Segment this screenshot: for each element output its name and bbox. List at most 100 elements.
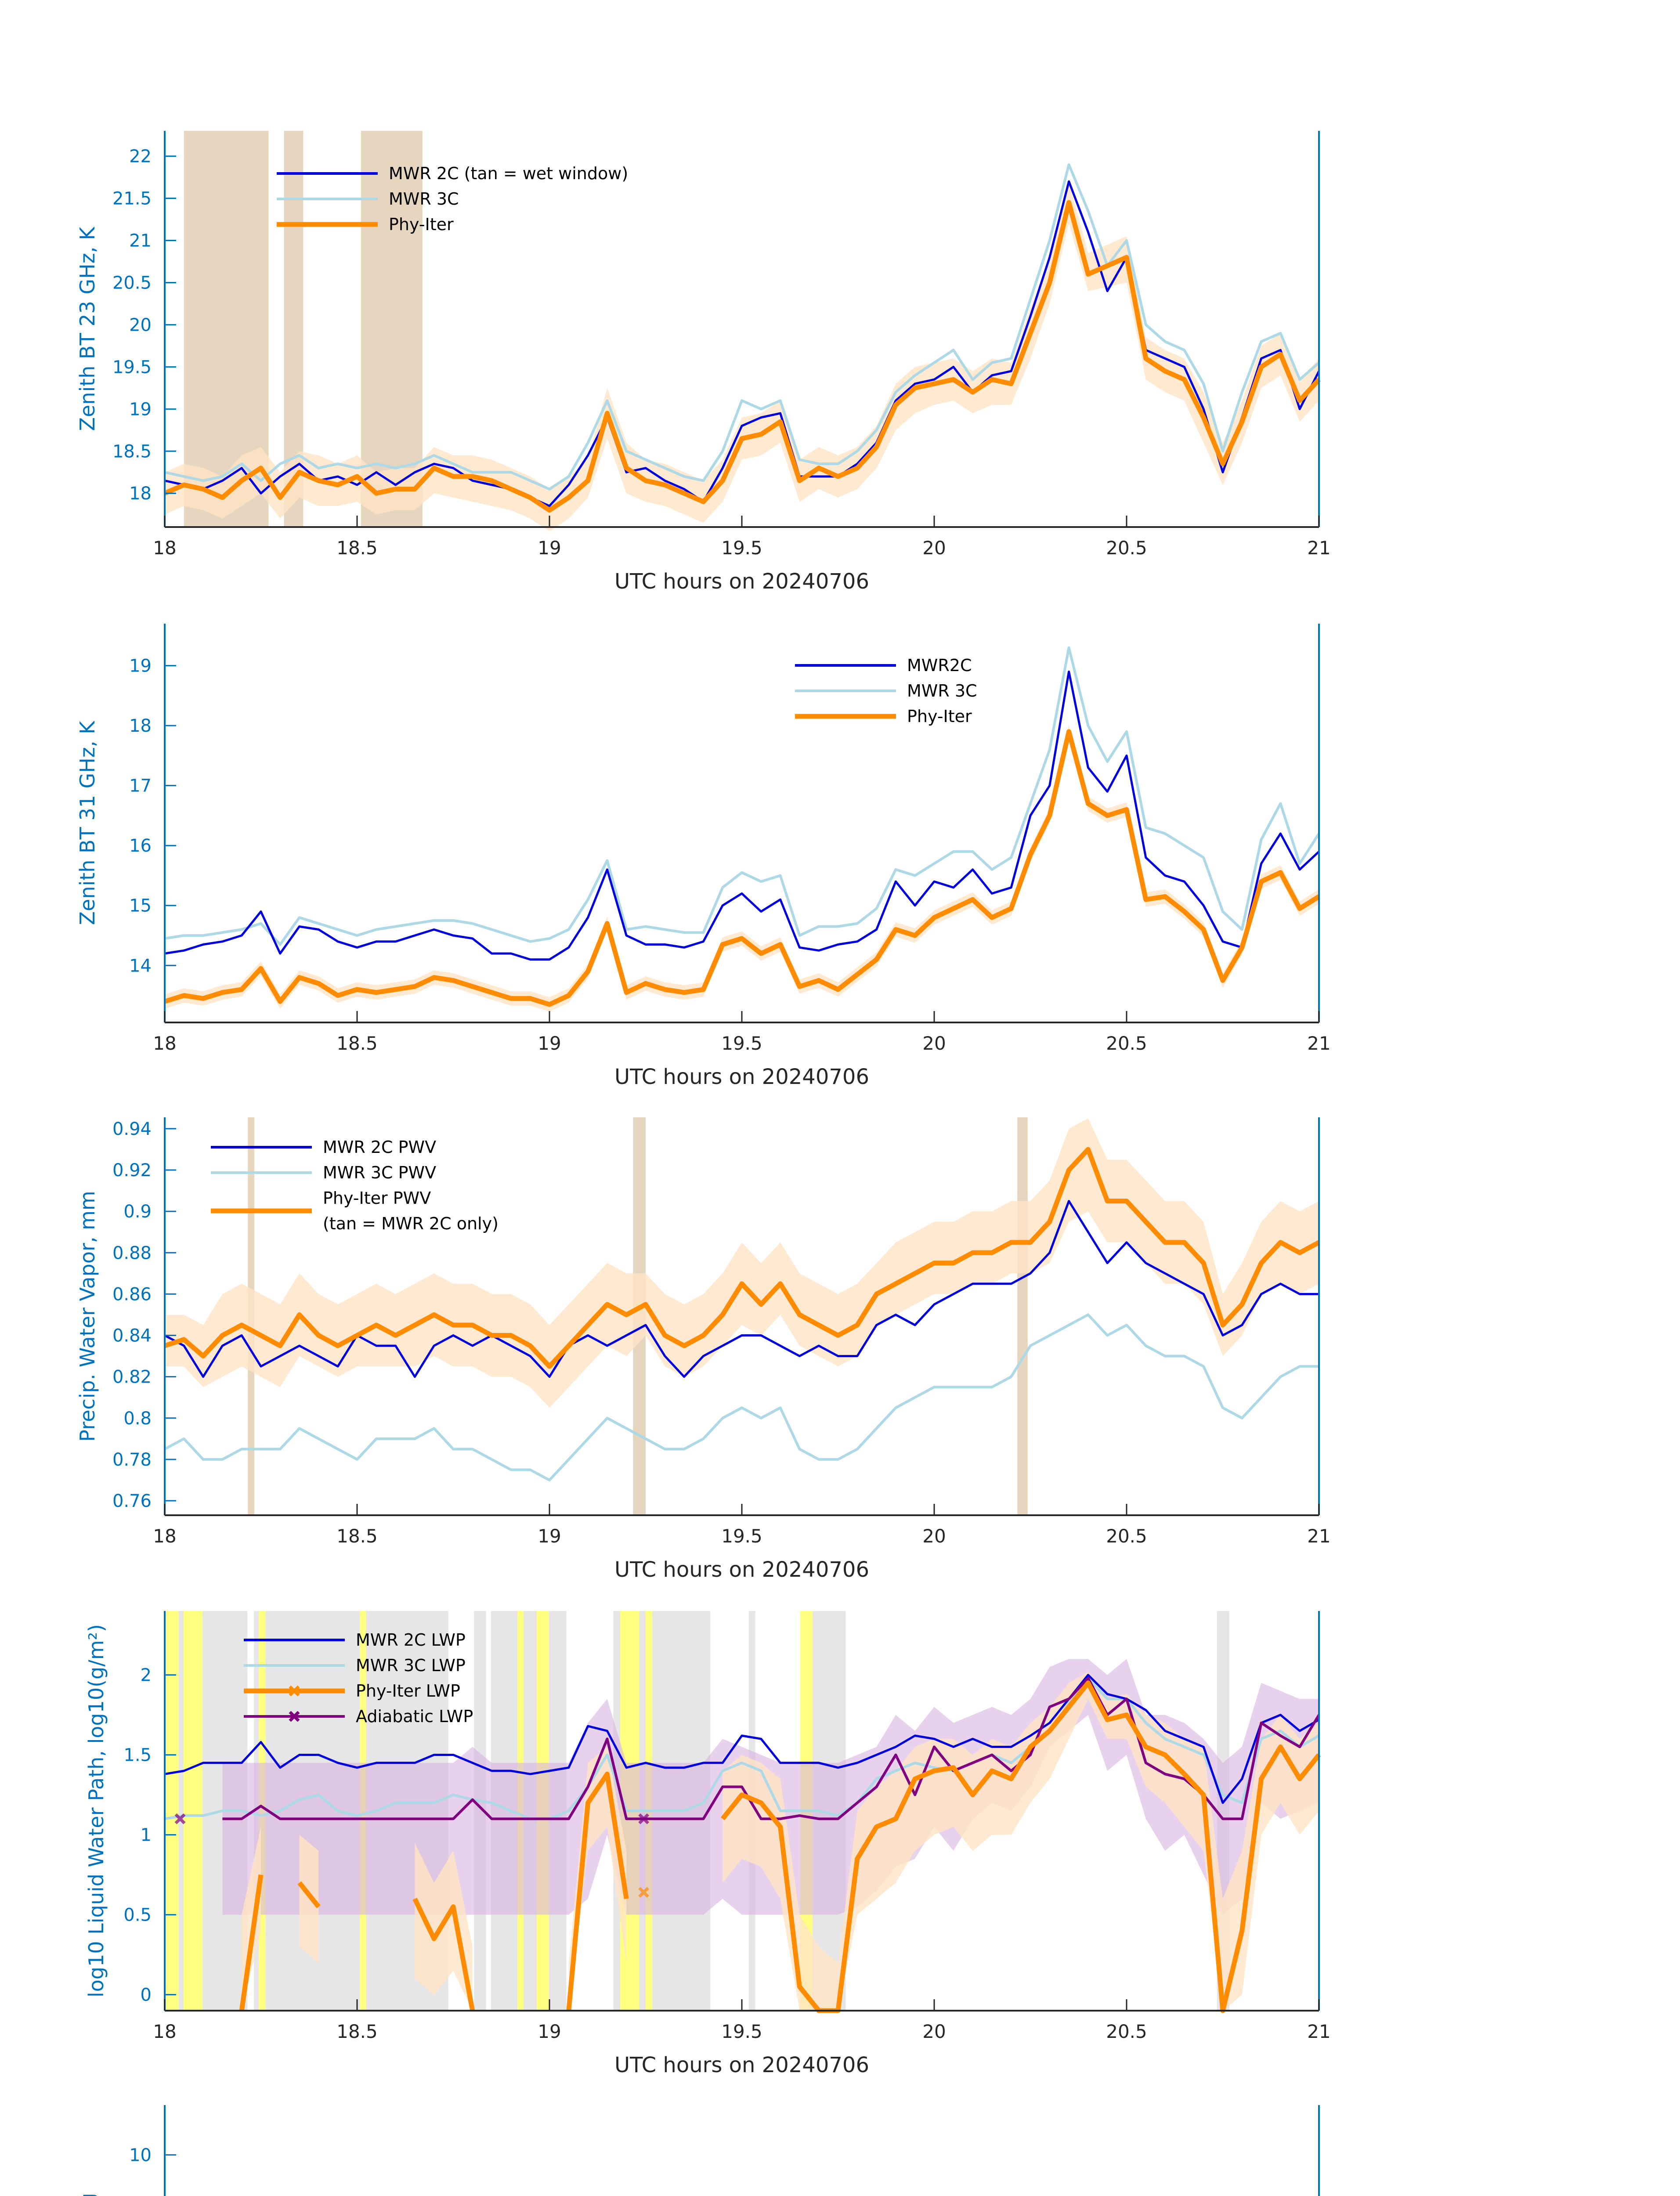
y-tick-label: 19: [129, 656, 152, 676]
x-tick-label: 19: [538, 1525, 561, 1547]
y-tick-label: 0: [141, 1985, 152, 2005]
legend-label: MWR 3C: [389, 189, 459, 209]
x-tick-label: 20.5: [1106, 537, 1147, 559]
x-tick-label: 18.5: [336, 1525, 378, 1547]
x-tick-label: 21: [1307, 537, 1330, 559]
phy-iter-uncertainty-band: [165, 724, 1319, 1012]
x-tick-label: 19: [538, 537, 561, 559]
x-tick-label: 19.5: [721, 1525, 762, 1547]
x-tick-label: 18: [153, 537, 176, 559]
series-line-mwr-3c: [164, 646, 1320, 946]
legend-label: (tan = MWR 2C only): [323, 1214, 499, 1233]
y-axis-label: Zenith BT 31 GHz, K: [76, 720, 99, 925]
y-tick-label: 15: [129, 896, 152, 916]
y-tick-label: 16: [129, 836, 152, 856]
legend-label: MWR2C: [907, 656, 972, 675]
legend: MWR 2C (tan = wet window) MWR 3C Phy-Iter: [277, 164, 628, 234]
x-tick-label: 18.5: [336, 537, 378, 559]
panel-bt31: 18 18.5 19 19.5 20 20.5 21 14 15 16 17 18 19 UTC hour…: [76, 624, 1331, 1089]
x-tick-label: 18: [153, 1033, 176, 1054]
y-tick-label: 0.9: [123, 1202, 152, 1222]
legend-label: Phy-Iter: [907, 707, 972, 726]
y-axis-label: MWR Phy Iter DQ Flag: [76, 2193, 99, 2196]
legend: MWR2C MWR 3C Phy-Iter: [795, 656, 977, 726]
legend-label: Phy-Iter PWV: [323, 1188, 431, 1208]
gray-shaded-region: [178, 1611, 184, 2011]
y-tick-label: 19.5: [112, 357, 152, 377]
legend-label: Adiabatic LWP: [356, 1707, 473, 1726]
x-marker-phy-iter-lwp: [638, 1887, 650, 1898]
legend: MWR 2C PWV MWR 3C PWV Phy-Iter PWV (tan = M…: [211, 1138, 499, 1233]
x-tick-label: 20.5: [1106, 2021, 1147, 2042]
legend-label: MWR 3C LWP: [356, 1656, 466, 1675]
x-axis-label: UTC hours on 20240706: [614, 1065, 869, 1089]
x-axis-label: UTC hours on 20240706: [614, 569, 869, 594]
series-line-phy-iter-pwv: [164, 1147, 1320, 1369]
y-axis-label: log10 Liquid Water Path, log10(g/m²): [84, 1624, 108, 1997]
legend-x-marker: [289, 1685, 300, 1697]
y-axis-label: Zenith BT 23 GHz, K: [76, 226, 99, 431]
legend: MWR 2C LWP MWR 3C LWP Phy-Iter LWP Adiabati…: [244, 1630, 473, 1726]
legend-label: MWR 2C LWP: [356, 1630, 466, 1650]
legend-label: Phy-Iter: [389, 215, 454, 234]
x-marker-adiabatic-lwp: [638, 1813, 650, 1824]
panel-bt23: 18 18.5 19 19.5 20 20.5 21 18 18.5 19 19.5 20 20.5 21…: [76, 131, 1331, 594]
x-axis-label: UTC hours on 20240706: [614, 1557, 869, 1582]
tan-shaded-region: [361, 131, 423, 527]
y-tick-label: 18: [129, 484, 152, 504]
y-axis-label: Precip. Water Vapor, mm: [76, 1191, 99, 1441]
x-tick-label: 19.5: [721, 1033, 762, 1054]
x-tick-label: 21: [1307, 2021, 1330, 2042]
yellow-shaded-region: [165, 1611, 179, 2011]
legend-label: MWR 3C PWV: [323, 1163, 436, 1182]
y-tick-label: 0.94: [112, 1119, 152, 1139]
y-tick-label: 18.5: [112, 441, 152, 462]
series-line-mwr2c: [164, 670, 1320, 961]
x-tick-label: 18.5: [336, 2021, 378, 2042]
panel-lwp: 18 18.5 19 19.5 20 20.5 21 0 0.5 1 1.5 2 UTC hours o…: [84, 1611, 1331, 2077]
x-tick-label: 19: [538, 2021, 561, 2042]
x-tick-label: 19.5: [721, 2021, 762, 2042]
legend-x-marker: [289, 1711, 300, 1722]
panel-pwv: 18 18.5 19 19.5 20 20.5 21 0.76 0.78 0.8 0.82 0.84 0…: [76, 1117, 1331, 1582]
y-tick-label: 0.76: [112, 1491, 152, 1511]
series-line-phy-iter: [163, 200, 1321, 513]
y-tick-label: 21: [129, 231, 152, 251]
y-tick-label: 0.82: [112, 1367, 152, 1387]
y-tick-label: 0.88: [112, 1243, 152, 1263]
y-tick-label: 1.5: [123, 1745, 152, 1766]
y-tick-label: 0.78: [112, 1450, 152, 1470]
series-line-phy-iter-lwp: [239, 1680, 1321, 2013]
x-axis-label: UTC hours on 20240706: [614, 2053, 869, 2077]
y-tick-label: 20: [129, 315, 152, 335]
y-tick-label: 14: [129, 956, 152, 976]
x-marker-adiabatic-lwp: [174, 1813, 186, 1824]
x-tick-label: 20: [922, 2021, 946, 2042]
x-tick-label: 18.5: [336, 1033, 378, 1054]
series-line-phy-iter: [164, 729, 1320, 1007]
x-tick-label: 20: [922, 1525, 946, 1547]
y-tick-label: 10: [129, 2145, 152, 2165]
series-line-mwr-3c: [164, 163, 1320, 491]
y-tick-label: 2: [141, 1665, 152, 1686]
x-tick-label: 18: [153, 2021, 176, 2042]
tan-shaded-region: [1017, 1117, 1028, 1515]
legend-label: Phy-Iter LWP: [356, 1681, 460, 1701]
x-tick-label: 20.5: [1106, 1033, 1147, 1054]
series-line-mwr-3c-pwv: [164, 1313, 1319, 1481]
y-tick-label: 0.86: [112, 1284, 152, 1304]
x-tick-label: 18: [153, 1525, 176, 1547]
y-tick-label: 17: [129, 776, 152, 796]
x-tick-label: 21: [1307, 1525, 1330, 1547]
y-tick-label: 0.84: [112, 1326, 152, 1346]
x-tick-label: 19.5: [721, 537, 762, 559]
y-tick-label: 22: [129, 147, 152, 167]
x-tick-label: 20: [922, 1033, 946, 1054]
x-tick-label: 20: [922, 537, 946, 559]
y-tick-label: 0.5: [123, 1905, 152, 1925]
legend-label: MWR 3C: [907, 681, 977, 701]
x-tick-label: 20.5: [1106, 1525, 1147, 1547]
y-tick-label: 18: [129, 716, 152, 736]
